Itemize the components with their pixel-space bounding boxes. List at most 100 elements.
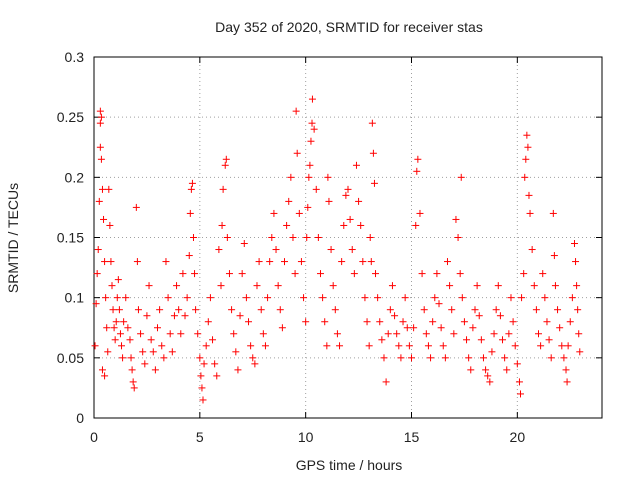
- data-point-marker: [528, 246, 536, 254]
- data-point-marker: [118, 342, 126, 350]
- data-point-marker: [289, 234, 297, 241]
- data-point-marker: [492, 306, 500, 314]
- data-point-marker: [570, 240, 578, 248]
- data-point-marker: [517, 390, 525, 398]
- data-point-marker: [521, 173, 529, 181]
- data-point-marker: [215, 246, 223, 254]
- data-point-marker: [126, 336, 134, 344]
- data-point-marker: [257, 306, 265, 314]
- data-point-marker: [181, 312, 189, 320]
- data-point-marker: [374, 294, 382, 302]
- data-point-marker: [164, 294, 172, 302]
- data-point-marker: [486, 378, 494, 386]
- data-point-marker: [576, 348, 584, 356]
- data-point-marker: [386, 306, 394, 314]
- data-point-marker: [558, 342, 566, 350]
- data-point-marker: [433, 270, 441, 278]
- data-point-marker: [168, 348, 176, 356]
- data-point-marker: [574, 306, 582, 314]
- data-point-marker: [397, 354, 405, 362]
- data-point-marker: [547, 354, 555, 362]
- data-point-marker: [482, 366, 490, 374]
- data-point-marker: [287, 173, 295, 181]
- x-axis-ticks: 0 5 10 15 20: [90, 57, 525, 445]
- y-tick-label: 0.05: [57, 350, 84, 366]
- data-point-marker: [539, 270, 547, 278]
- data-point-marker: [97, 155, 105, 163]
- data-point-marker: [240, 240, 248, 248]
- data-point-marker: [149, 348, 157, 356]
- data-point-marker: [133, 258, 141, 266]
- data-point-marker: [177, 330, 185, 338]
- data-point-marker: [242, 294, 250, 302]
- data-point-marker: [266, 258, 274, 266]
- data-point-marker: [175, 306, 183, 314]
- data-point-marker: [463, 336, 471, 344]
- data-point-marker: [551, 282, 559, 290]
- data-point-marker: [202, 342, 210, 350]
- data-point-marker: [477, 336, 485, 344]
- data-point-marker: [446, 282, 454, 290]
- data-point-marker: [473, 282, 481, 290]
- data-point-marker: [218, 221, 226, 229]
- data-point-marker: [305, 173, 313, 181]
- data-point-marker: [395, 342, 403, 350]
- data-point-marker: [98, 366, 106, 374]
- data-point-marker: [525, 191, 533, 199]
- data-point-marker: [437, 324, 445, 332]
- data-point-marker: [412, 221, 420, 229]
- data-point-marker: [316, 270, 324, 278]
- data-point-marker: [154, 324, 161, 332]
- data-point-marker: [357, 221, 365, 229]
- y-axis-label: SRMTID / TECUs: [5, 183, 21, 293]
- data-point-marker: [264, 294, 272, 302]
- data-point-marker: [532, 306, 540, 314]
- data-point-marker: [158, 342, 166, 350]
- data-point-marker: [513, 360, 521, 368]
- data-point-marker: [211, 360, 219, 368]
- data-point-marker: [276, 306, 284, 314]
- data-point-marker: [199, 396, 207, 404]
- data-point-marker: [268, 234, 276, 241]
- data-point-marker: [327, 246, 335, 254]
- data-point-marker: [143, 312, 151, 320]
- data-point-marker: [179, 270, 187, 278]
- data-point-marker: [247, 342, 255, 350]
- data-point-marker: [509, 318, 517, 326]
- data-point-marker: [219, 185, 227, 193]
- data-point-marker: [393, 330, 401, 338]
- data-point-marker: [122, 294, 130, 302]
- data-point-marker: [340, 221, 348, 229]
- data-point-marker: [503, 366, 511, 374]
- data-point-marker: [418, 270, 426, 278]
- data-point-marker: [95, 197, 103, 205]
- data-point-marker: [236, 312, 244, 320]
- data-point-marker: [111, 336, 119, 344]
- data-point-marker: [363, 318, 371, 326]
- data-point-marker: [238, 270, 246, 278]
- data-point-marker: [368, 119, 376, 127]
- data-point-marker: [443, 258, 451, 266]
- data-point-marker: [249, 354, 257, 362]
- data-point-marker: [408, 354, 415, 362]
- data-point-marker: [96, 119, 104, 127]
- data-point-marker: [145, 282, 153, 290]
- data-point-marker: [310, 125, 318, 133]
- data-point-marker: [414, 155, 422, 163]
- data-point-marker: [194, 330, 202, 338]
- y-tick-label: 0.2: [65, 169, 85, 185]
- data-point-marker: [376, 318, 384, 326]
- data-point-marker: [308, 119, 316, 127]
- data-point-marker: [448, 306, 456, 314]
- data-point-marker: [116, 330, 124, 338]
- data-point-marker: [119, 354, 127, 362]
- data-point-marker: [272, 246, 280, 254]
- data-point-marker: [108, 282, 116, 290]
- data-point-marker: [526, 209, 534, 217]
- data-point-marker: [324, 173, 332, 181]
- data-point-marker: [134, 306, 142, 314]
- data-point-marker: [342, 191, 350, 199]
- data-point-marker: [391, 312, 399, 320]
- data-point-marker: [452, 215, 460, 223]
